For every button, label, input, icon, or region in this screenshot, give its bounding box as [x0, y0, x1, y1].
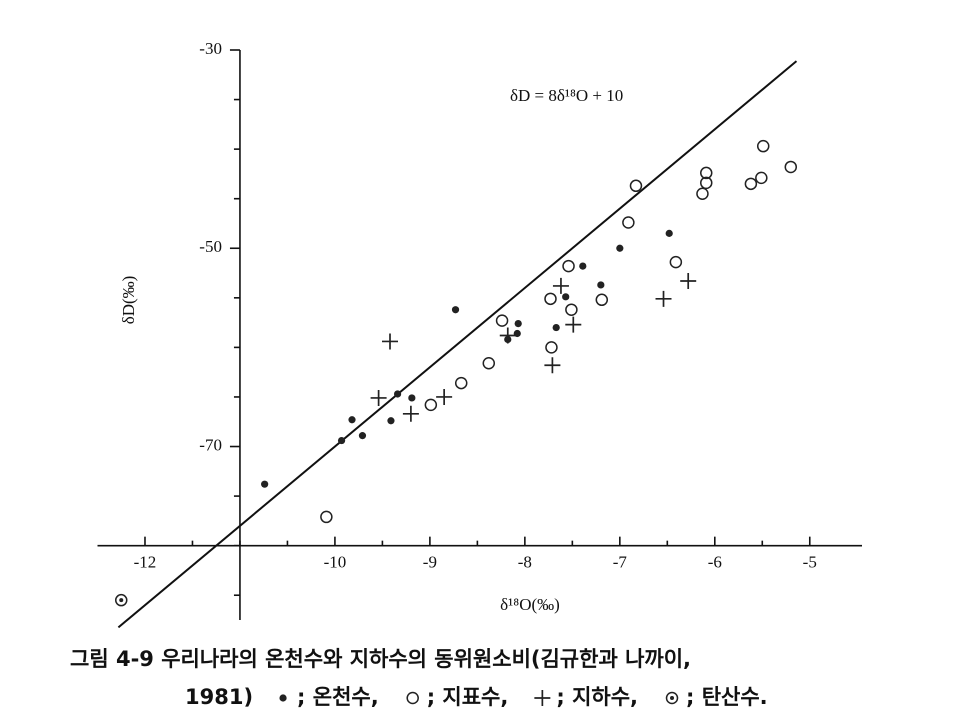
point: [552, 323, 560, 332]
point: [424, 398, 438, 412]
point-part: [119, 598, 124, 603]
point: [595, 293, 609, 307]
point: [451, 306, 460, 314]
point: [348, 416, 356, 424]
point: [544, 357, 561, 374]
point: [545, 341, 558, 354]
legend-label: ; 탄산수.: [686, 685, 768, 709]
point: [565, 303, 578, 316]
point: [562, 293, 570, 301]
point: [114, 593, 128, 607]
point: [756, 139, 770, 153]
point: [402, 405, 419, 422]
x-tick-label: -7: [613, 553, 628, 572]
point: [544, 292, 557, 306]
y-tick-label: -50: [199, 237, 222, 256]
point: [320, 510, 333, 524]
point: [499, 327, 516, 344]
legend-marker: [534, 690, 551, 706]
point: [755, 171, 768, 185]
y-axis-label: δD(‰): [119, 276, 138, 325]
point: [482, 357, 496, 370]
legend-label: ; 지표수,: [427, 685, 509, 709]
legend-label: ; 온천수,: [297, 685, 379, 709]
point: [784, 160, 798, 174]
point: [514, 320, 522, 328]
point: [261, 480, 269, 488]
point-part: [670, 696, 675, 700]
x-tick-label: -5: [803, 553, 817, 572]
point: [696, 187, 709, 200]
x-tick-label: -12: [134, 553, 157, 572]
legend-marker: [279, 694, 287, 702]
point: [579, 262, 587, 270]
point: [394, 390, 402, 398]
point: [387, 417, 395, 425]
point: [495, 314, 509, 327]
caption: 그림 4-9 우리나라의 온천수와 지하수의 동위원소비(김규한과 나까이,: [70, 647, 691, 671]
point: [436, 388, 453, 405]
regression-line: [117, 60, 798, 629]
point: [744, 177, 758, 191]
point: [370, 389, 387, 406]
point: [552, 277, 569, 294]
x-tick-label: -10: [324, 553, 347, 572]
point: [700, 166, 713, 180]
line-label: δD = 8δ¹⁸O + 10: [510, 86, 623, 105]
point: [358, 432, 367, 440]
point: [622, 216, 635, 229]
point: [597, 281, 605, 289]
point-part: [665, 691, 679, 705]
point: [629, 179, 643, 193]
point: [665, 229, 673, 237]
point-part: [114, 593, 128, 607]
point: [382, 333, 399, 350]
y-tick-label: -30: [199, 39, 222, 58]
x-tick-label: -8: [518, 553, 532, 572]
point: [655, 290, 672, 307]
point: [700, 176, 713, 190]
x-tick-label: -9: [423, 553, 437, 572]
point: [408, 394, 416, 402]
point: [337, 436, 346, 445]
caption: 1981): [185, 685, 253, 709]
legend-marker: [406, 691, 419, 705]
x-tick-label: -6: [708, 553, 722, 572]
point: [454, 376, 468, 390]
legend-label: ; 지하수,: [556, 685, 638, 709]
point: [669, 255, 683, 269]
point: [562, 259, 575, 273]
x-axis-label: δ¹⁸O(‰): [500, 595, 560, 614]
point: [616, 244, 624, 252]
legend-marker: [665, 691, 679, 705]
point: [565, 316, 582, 333]
y-tick-label: -70: [199, 435, 222, 454]
point: [680, 272, 697, 289]
